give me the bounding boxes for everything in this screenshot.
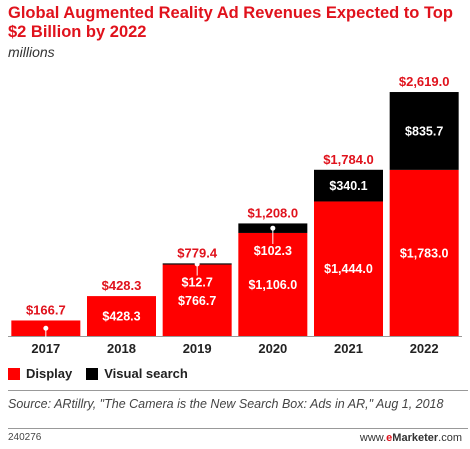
legend-swatch-visual-search: [86, 367, 99, 380]
data-label-visual-search-2019: $12.7: [182, 276, 213, 290]
x-tick-label-2021: 2021: [334, 341, 363, 356]
total-label-2017: $166.7: [26, 302, 66, 317]
legend-label-visual-search: Visual search: [104, 366, 188, 381]
brand-accent: e: [386, 432, 393, 444]
legend-item-display: Display: [8, 366, 72, 381]
data-label-display-2018: $428.3: [102, 310, 140, 324]
data-label-display-2017: $166.7: [27, 347, 65, 360]
chart-subtitle: millions: [8, 44, 55, 60]
x-tick-label-2019: 2019: [183, 341, 212, 356]
bar-display-2020: [238, 232, 308, 336]
x-tick-label-2018: 2018: [107, 341, 136, 356]
total-label-2018: $428.3: [102, 278, 142, 293]
chart-id: 240276: [8, 432, 42, 443]
total-label-2020: $1,208.0: [248, 205, 299, 220]
x-tick-label-2017: 2017: [31, 341, 60, 356]
data-label-visual-search-2021: $340.1: [329, 179, 367, 193]
source-note: Source: ARtillry, "The Camera is the New…: [8, 397, 444, 411]
total-label-2021: $1,784.0: [323, 152, 374, 167]
data-label-display-2020: $1,106.0: [248, 278, 297, 292]
data-label-display-2022: $1,783.0: [400, 246, 449, 260]
x-tick-label-2022: 2022: [410, 341, 439, 356]
bar-visual-search-2021: [314, 169, 383, 202]
data-label-display-2019: $766.7: [178, 294, 216, 308]
brand-url: www.eMarketer.com: [360, 432, 462, 444]
legend-item-visual-search: Visual search: [86, 366, 188, 381]
pointer-dot-2017: [43, 325, 49, 331]
brand-prefix: www.: [359, 432, 387, 444]
data-label-visual-search-2022: $835.7: [405, 124, 443, 138]
bar-display-2021: [314, 201, 383, 336]
bar-visual-search-2022: [389, 92, 459, 170]
pointer-dot-2020: [270, 225, 276, 231]
pointer-dot-2019: [194, 261, 200, 267]
stacked-bar-chart: $166.7$166.72017$428.3$428.32018$766.7$1…: [8, 74, 462, 360]
bar-display-2019: [162, 264, 232, 336]
total-label-2019: $779.4: [177, 245, 218, 260]
legend-label-display: Display: [26, 366, 73, 381]
data-label-visual-search-2020: $102.3: [254, 244, 292, 258]
bar-display-2018: [87, 296, 156, 336]
divider-bottom: [8, 428, 468, 429]
bar-display-2022: [389, 169, 459, 336]
chart-title: Global Augmented Reality Ad Revenues Exp…: [8, 4, 453, 41]
divider-top: [8, 390, 468, 391]
data-label-display-2021: $1,444.0: [324, 262, 373, 276]
total-label-2022: $2,619.0: [399, 74, 450, 89]
x-tick-label-2020: 2020: [258, 341, 287, 356]
brand-name: Marketer: [392, 432, 439, 444]
legend-swatch-display: [8, 367, 20, 380]
brand-suffix: .com: [438, 432, 462, 444]
chart-legend: Display Visual search: [8, 366, 202, 381]
